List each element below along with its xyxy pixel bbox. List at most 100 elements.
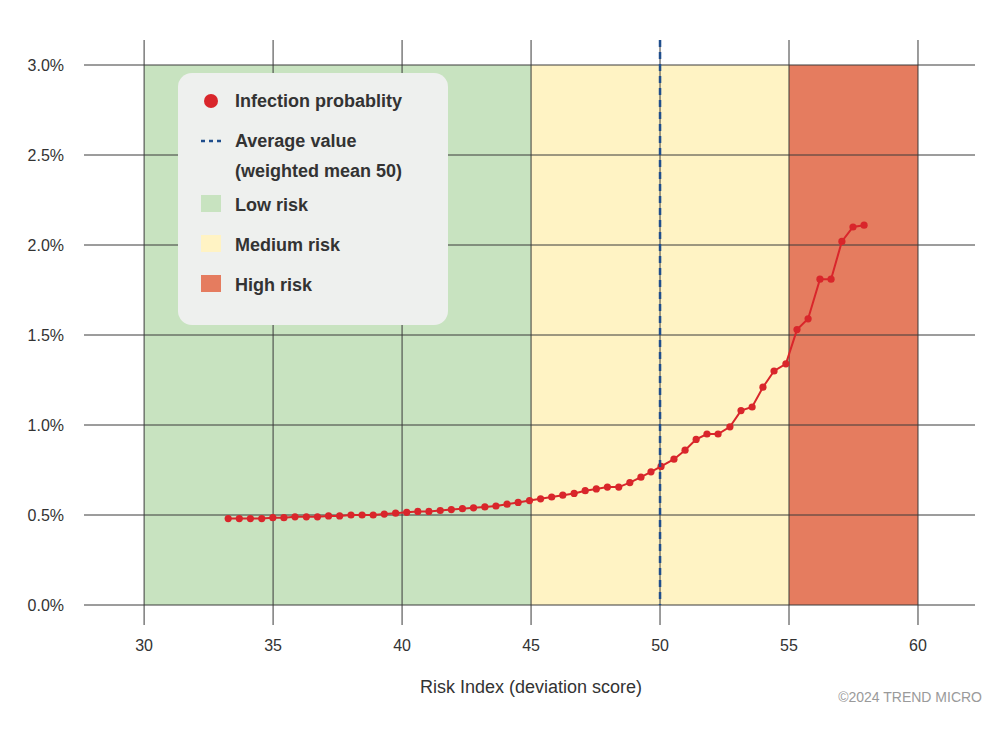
data-point [604, 484, 611, 491]
data-point [749, 403, 756, 410]
data-point [526, 497, 533, 504]
grid [84, 40, 975, 625]
data-point [258, 515, 265, 522]
x-tick-label: 55 [780, 637, 798, 654]
x-grid-line [144, 40, 145, 625]
x-grid-line [789, 40, 790, 625]
data-point [793, 326, 800, 333]
data-point [280, 514, 287, 521]
data-point [515, 499, 522, 506]
legend-label: High risk [235, 275, 313, 295]
data-point [571, 490, 578, 497]
data-point [481, 503, 488, 510]
data-point [425, 508, 432, 515]
data-point [537, 495, 544, 502]
legend-swatch [201, 275, 221, 292]
data-point [626, 479, 633, 486]
x-tick-label: 40 [393, 637, 411, 654]
data-point [703, 430, 710, 437]
data-point [582, 487, 589, 494]
data-point [759, 384, 766, 391]
data-point [470, 504, 477, 511]
y-grid-line [84, 605, 975, 606]
data-point [827, 276, 834, 283]
x-grid-line [531, 40, 532, 625]
data-point [782, 360, 789, 367]
x-tick-label: 35 [264, 637, 282, 654]
data-point [737, 407, 744, 414]
data-point [670, 456, 677, 463]
data-point [681, 447, 688, 454]
x-tick-label: 45 [522, 637, 540, 654]
chart: 0.0% 0.5% 1.0% 1.5% 2.0% 2.5% 3.0% 30 35 40 45 50 55… [0, 0, 1002, 732]
y-tick-label: 0.0% [28, 597, 64, 614]
tick-labels: 0.0% 0.5% 1.0% 1.5% 2.0% 2.5% 3.0% 30 35 40 45 50 55… [28, 57, 927, 654]
legend-label: (weighted mean 50) [235, 161, 402, 181]
data-point [225, 515, 232, 522]
data-point [849, 223, 856, 230]
y-grid-line [84, 335, 975, 336]
data-point [548, 493, 555, 500]
legend-label: Infection probablity [235, 91, 402, 111]
data-point [816, 276, 823, 283]
legend-box [178, 73, 448, 325]
legend-marker [201, 140, 223, 143]
data-point [459, 505, 466, 512]
data-point [291, 513, 298, 520]
legend-label: Medium risk [235, 235, 341, 255]
x-tick-label: 50 [651, 637, 669, 654]
data-point [714, 430, 721, 437]
y-tick-label: 0.5% [28, 507, 64, 524]
data-point [492, 502, 499, 509]
data-point [414, 508, 421, 515]
data-point [637, 474, 644, 481]
data-point [693, 436, 700, 443]
y-grid-line [84, 425, 975, 426]
data-point [403, 509, 410, 516]
data-point [370, 511, 377, 518]
data-point [247, 515, 254, 522]
x-tick-label: 60 [909, 637, 927, 654]
data-point [647, 468, 654, 475]
data-point [860, 222, 867, 229]
data-point [437, 507, 444, 514]
legend-swatch [201, 235, 221, 252]
y-tick-label: 2.5% [28, 147, 64, 164]
y-grid-line [84, 515, 975, 516]
legend-label: Average value [235, 131, 356, 151]
data-point [503, 501, 510, 508]
y-tick-label: 1.5% [28, 327, 64, 344]
data-point [303, 513, 310, 520]
legend-label: Low risk [235, 195, 309, 215]
data-point [358, 511, 365, 518]
data-point [236, 515, 243, 522]
data-point [392, 510, 399, 517]
y-grid-line [84, 65, 975, 66]
data-point [314, 513, 321, 520]
data-point [381, 510, 388, 517]
legend-marker [204, 94, 218, 108]
data-point [347, 511, 354, 518]
x-axis-label: Risk Index (deviation score) [420, 677, 642, 697]
data-point [770, 367, 777, 374]
data-point [448, 506, 455, 513]
data-point [726, 423, 733, 430]
data-point [615, 484, 622, 491]
data-point [804, 315, 811, 322]
y-tick-label: 2.0% [28, 237, 64, 254]
data-point [593, 485, 600, 492]
data-point [559, 492, 566, 499]
data-point [838, 238, 845, 245]
data-point [269, 514, 276, 521]
x-grid-line [660, 40, 661, 625]
y-tick-label: 1.0% [28, 417, 64, 434]
data-point [336, 512, 343, 519]
legend-swatch [201, 195, 221, 212]
x-tick-label: 30 [135, 637, 153, 654]
y-tick-label: 3.0% [28, 57, 64, 74]
average-line [659, 40, 662, 605]
data-point [325, 512, 332, 519]
legend: Infection probablity Average value (weight… [178, 73, 448, 325]
x-grid-line [917, 40, 918, 625]
source: ©2024 TREND MICRO [838, 689, 982, 705]
